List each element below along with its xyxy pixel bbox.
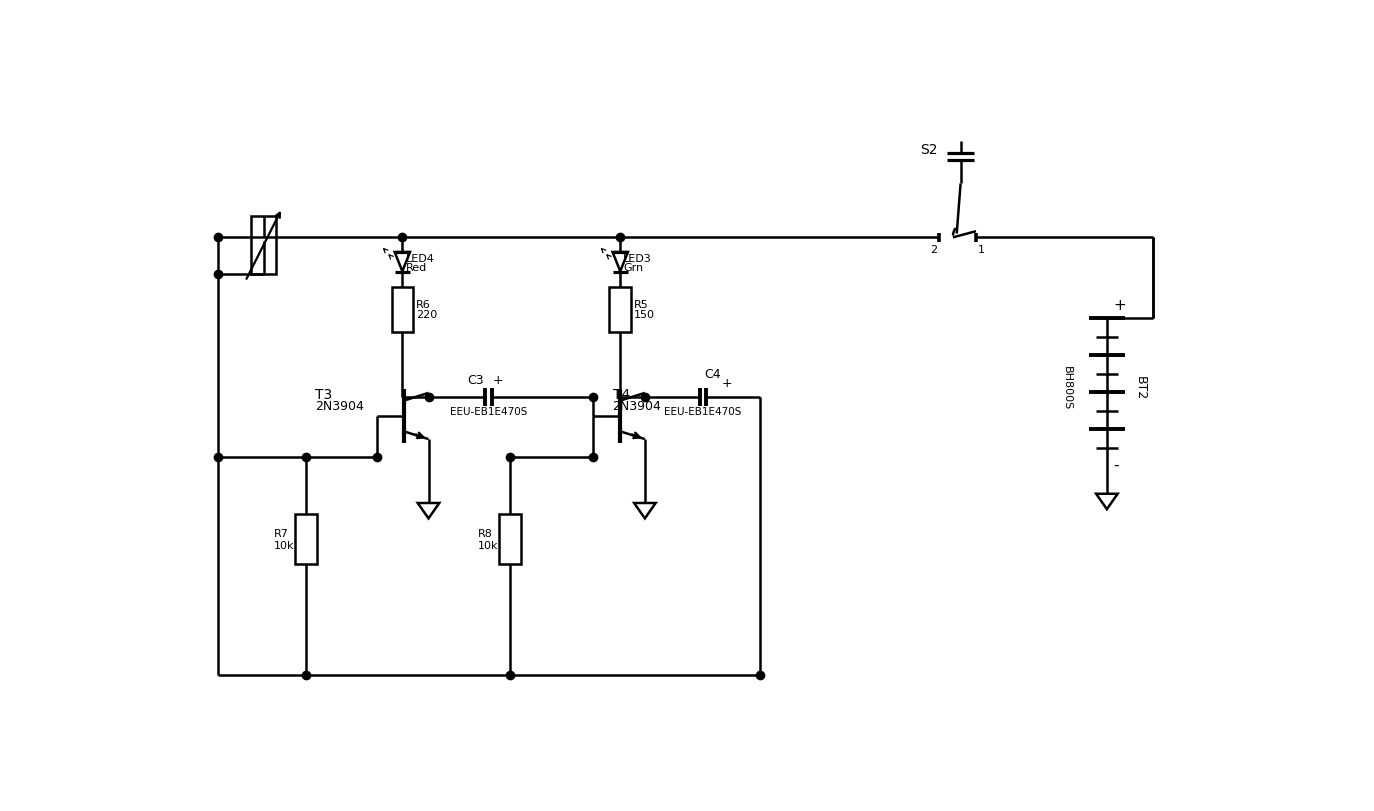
Text: LED3: LED3: [624, 254, 653, 264]
Bar: [295, 514, 317, 564]
Text: 2N3904: 2N3904: [315, 400, 364, 413]
Text: +: +: [492, 374, 503, 387]
Text: 10k: 10k: [478, 540, 499, 550]
Text: S2: S2: [921, 143, 938, 157]
Bar: [251, 217, 276, 274]
Text: Grn: Grn: [624, 263, 643, 273]
Text: -: -: [1113, 457, 1118, 473]
Text: R5: R5: [635, 299, 649, 309]
Text: EEU-EB1E470S: EEU-EB1E470S: [451, 406, 528, 416]
Text: C3: C3: [467, 374, 484, 387]
Text: 2N3904: 2N3904: [613, 400, 661, 413]
Text: T4: T4: [613, 388, 629, 402]
Text: 10k: 10k: [273, 540, 294, 550]
Text: Red: Red: [405, 263, 427, 273]
Text: R8: R8: [478, 529, 493, 539]
Text: BH800S: BH800S: [1062, 365, 1072, 410]
Text: +: +: [1113, 298, 1125, 312]
Text: EEU-EB1E470S: EEU-EB1E470S: [664, 406, 742, 416]
Text: 2: 2: [930, 245, 937, 255]
Text: 220: 220: [416, 310, 437, 320]
Text: LED4: LED4: [405, 254, 434, 264]
Text: R7: R7: [273, 529, 289, 539]
Text: T3: T3: [315, 388, 333, 402]
Bar: [392, 288, 414, 333]
Bar: [499, 514, 521, 564]
Text: +: +: [721, 377, 732, 390]
Text: C4: C4: [703, 367, 721, 380]
Text: R6: R6: [416, 299, 431, 309]
Text: 150: 150: [635, 310, 655, 320]
Text: 1: 1: [978, 245, 985, 255]
Bar: [610, 288, 631, 333]
Text: BT2: BT2: [1134, 375, 1147, 399]
